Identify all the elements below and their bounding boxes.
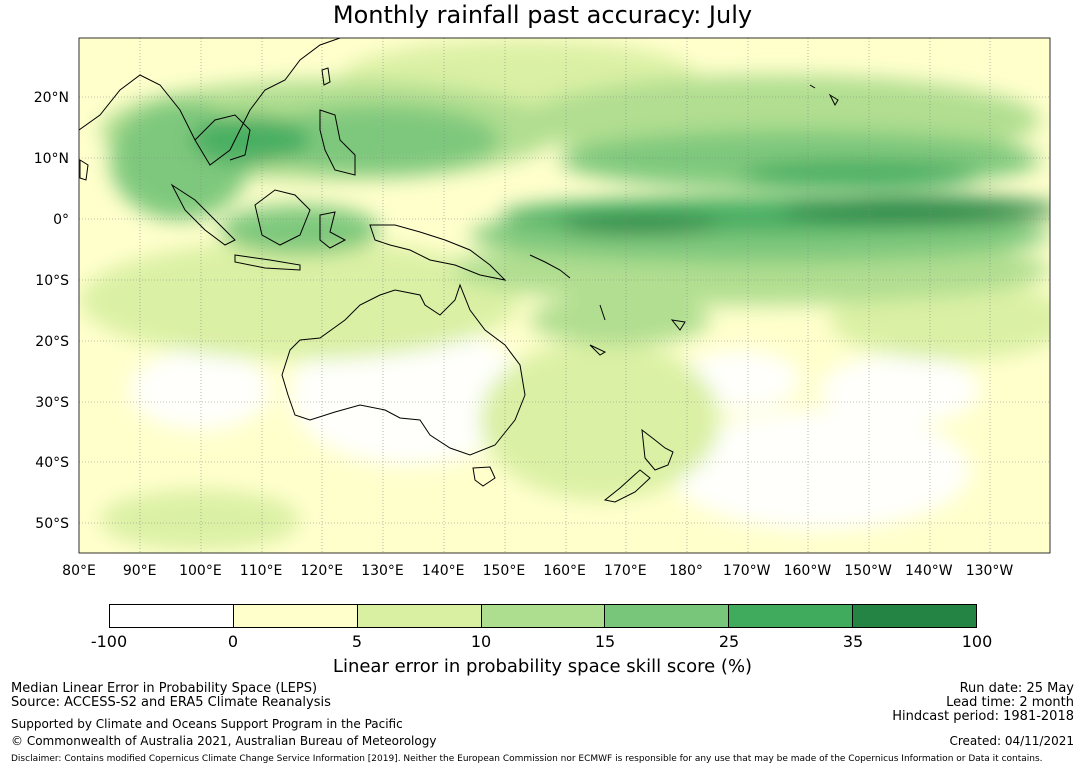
sumatra-coast [170,183,236,246]
colorbar-segment [605,605,730,627]
lon-label: 170°W [723,563,771,579]
colorbar-tick-label: 100 [961,632,993,651]
lat-label: 30°S [35,395,69,411]
colorbar-segment [853,605,977,627]
java-coast [234,254,301,271]
colorbar-segment [729,605,854,627]
colorbar [109,604,977,628]
fiji-islands [670,319,686,331]
colorbar-tick-label: 35 [842,632,864,651]
solomon-islands [529,254,571,279]
lon-label: 140°W [905,563,953,579]
australia-coast [281,283,526,456]
footer-run-date: Run date: 25 May [959,681,1074,696]
footer-copyright: © Commonwealth of Australia 2021, Austra… [11,734,437,748]
lon-label: 80°E [62,563,96,579]
lon-label: 130°E [361,563,404,579]
colorbar-tick-label: 0 [227,632,239,651]
lon-label: 160°W [784,563,832,579]
lon-label: 90°E [123,563,157,579]
borneo-coast [254,189,311,246]
lon-label: 150°E [483,563,526,579]
new-zealand-coast [603,428,674,503]
lon-label: 160°E [543,563,586,579]
latitude-labels: 20°N 10°N 0° 10°S 20°S 30°S 40°S 50°S [34,90,69,532]
indochina-coast [194,114,251,161]
lat-label: 50°S [35,516,69,532]
hawaii-islands [809,84,839,107]
colorbar-label: Linear error in probability space skill … [332,656,753,677]
philippines-coast [319,109,356,176]
lon-label: 180° [669,563,703,579]
colorbar-segment [481,605,606,627]
lat-label: 10°S [35,273,69,289]
footer-support: Supported by Climate and Oceans Support … [11,717,403,731]
taiwan-coast [321,67,331,86]
vanuatu-islands [599,304,606,321]
colorbar-segment [233,605,358,627]
lat-label: 40°S [35,455,69,471]
footer-created: Created: 04/11/2021 [949,734,1074,748]
footer-lead-time: Lead time: 2 month [946,695,1074,710]
lon-label: 150°W [844,563,892,579]
colorbar-segment [357,605,482,627]
colorbar-tick-label: 5 [351,632,363,651]
lon-label: 110°E [240,563,283,579]
lat-label: 20°S [35,334,69,350]
graticule [79,38,1050,553]
skill-map: 20°N 10°N 0° 10°S 20°S 30°S 40°S 50°S 80°E 90°E 1… [34,37,1051,579]
sri-lanka-coast [79,159,89,181]
lon-label: 140°E [422,563,465,579]
mainland-asia-coast [79,38,341,166]
lat-label: 10°N [34,151,69,167]
sulawesi-coast [319,211,347,249]
page-title: Monthly rainfall past accuracy: July [332,1,753,29]
footer-source: Source: ACCESS-S2 and ERA5 Climate Reana… [11,695,331,710]
lon-label: 120°E [301,563,344,579]
colorbar-tick-label: 15 [594,632,616,651]
longitude-labels: 80°E 90°E 100°E 110°E 120°E 130°E 140°E 150°E 16… [62,563,1013,579]
lon-label: 130°W [966,563,1014,579]
new-guinea-coast [369,224,507,281]
disclaimer: Disclaimer: Contains modified Copernicus… [11,754,1043,764]
colorbar-segment [110,605,234,627]
colorbar-tick-label: 10 [470,632,492,651]
map-frame [78,37,1051,554]
lat-label: 0° [53,212,69,228]
new-caledonia [589,344,607,356]
footer-hindcast: Hindcast period: 1981-2018 [892,709,1074,724]
skill-field [79,38,1050,553]
lon-label: 170°E [604,563,647,579]
lat-label: 20°N [34,90,69,106]
skill-patches [80,40,1050,550]
footer-leps: Median Linear Error in Probability Space… [11,681,318,696]
tasmania-coast [472,466,496,487]
lon-label: 100°E [179,563,222,579]
colorbar-tick-label: -100 [90,632,128,651]
coastlines [79,38,839,503]
colorbar-tick-label: 25 [718,632,740,651]
